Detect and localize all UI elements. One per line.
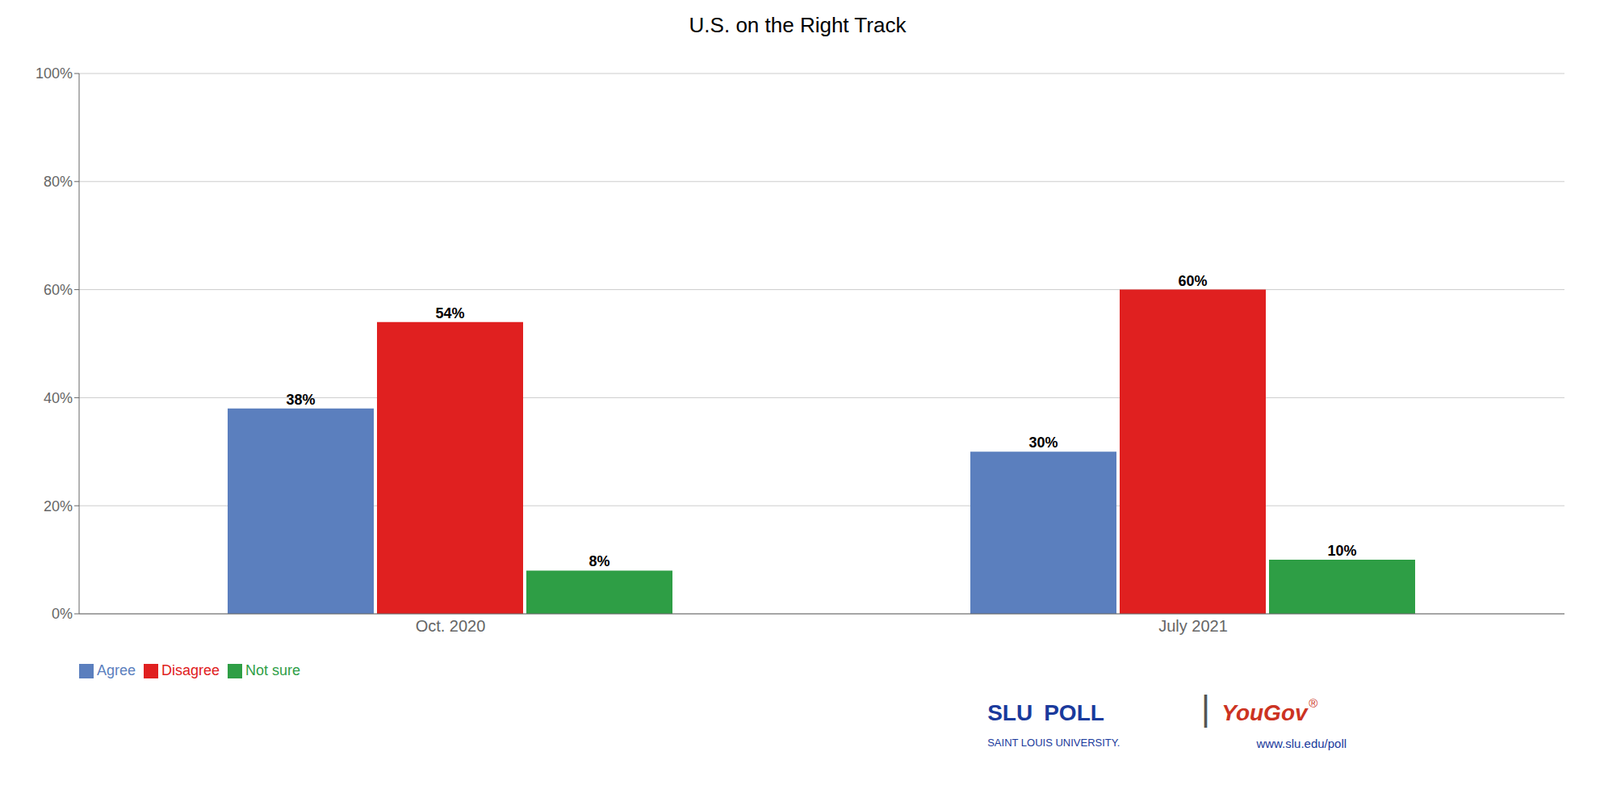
svg-text:80%: 80% — [43, 173, 73, 190]
html-text:www.slu.edu/poll: www.slu.edu/poll — [1256, 736, 1347, 750]
svg-text:20%: 20% — [43, 498, 73, 515]
svg-text:10%: 10% — [1327, 542, 1357, 559]
svg-text:July 2021: July 2021 — [1158, 616, 1228, 635]
html-text:POLL: POLL — [1043, 699, 1105, 725]
svg-text:0%: 0% — [51, 605, 73, 622]
svg-text:60%: 60% — [1177, 272, 1207, 290]
svg-text:60%: 60% — [43, 281, 73, 298]
html-text:U.S. on the Right Track: U.S. on the Right Track — [689, 12, 907, 38]
svg-text:54%: 54% — [435, 305, 465, 322]
html-text:| YouGov®: | YouGov® — [1201, 687, 1318, 728]
html-text:SAINT LOUIS UNIVERSITY.: SAINT LOUIS UNIVERSITY. — [987, 736, 1120, 749]
svg-text:40%: 40% — [43, 389, 73, 407]
html-text:SLU: SLU — [987, 699, 1033, 725]
svg-text:8%: 8% — [588, 552, 610, 570]
html-text:Agree: Agree — [96, 661, 136, 679]
html-text:Disagree: Disagree — [161, 661, 220, 679]
svg-text:30%: 30% — [1028, 434, 1058, 451]
svg-text:38%: 38% — [285, 391, 315, 408]
svg-text:100%: 100% — [35, 65, 73, 82]
svg-text:Oct. 2020: Oct. 2020 — [415, 616, 486, 635]
html-text:Not sure: Not sure — [245, 661, 301, 679]
